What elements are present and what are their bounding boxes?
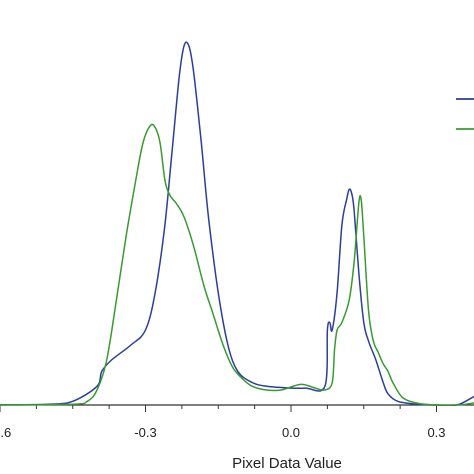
series-line-1 [0, 41, 474, 407]
legend [456, 98, 474, 130]
x-tick-label: 0.3 [427, 425, 445, 440]
x-axis-ticks: -0.6 -0.3 0.0 0.3 [0, 405, 446, 440]
series-group [0, 41, 474, 407]
x-tick-label: -0.3 [134, 425, 156, 440]
x-tick-label: -0.6 [0, 425, 11, 440]
series-line-2 [0, 123, 474, 406]
x-tick-label: 0.0 [282, 425, 300, 440]
x-axis-label: Pixel Data Value [232, 455, 342, 472]
